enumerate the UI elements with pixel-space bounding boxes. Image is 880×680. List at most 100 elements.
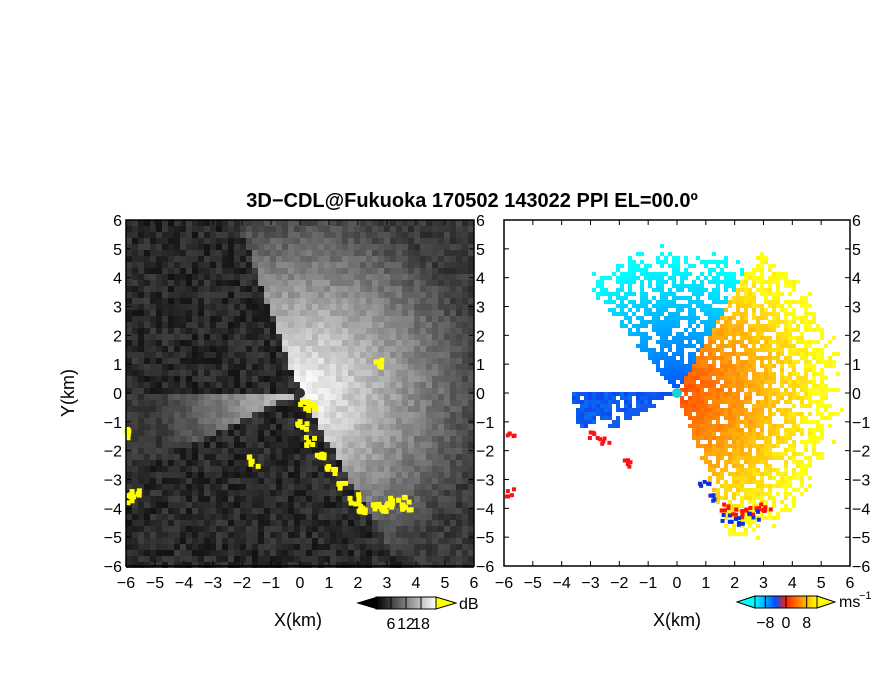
snr-cell xyxy=(294,400,300,406)
snr-cell xyxy=(246,562,252,568)
snr-cell xyxy=(294,562,300,568)
snr-cell xyxy=(414,298,420,304)
doppler-cell xyxy=(576,412,580,416)
doppler-cell xyxy=(744,516,748,520)
snr-cell xyxy=(270,220,276,226)
doppler-cell xyxy=(700,432,704,436)
snr-cell xyxy=(126,556,132,562)
doppler-cell xyxy=(692,280,696,284)
snr-cell xyxy=(216,532,222,538)
doppler-cell xyxy=(716,464,720,468)
snr-cell xyxy=(456,424,462,430)
snr-cell xyxy=(414,376,420,382)
snr-cell xyxy=(192,478,198,484)
snr-cell xyxy=(396,400,402,406)
snr-cell xyxy=(342,454,348,460)
snr-cell xyxy=(426,316,432,322)
doppler-cell xyxy=(660,392,664,396)
doppler-cell xyxy=(724,480,728,484)
snr-cell xyxy=(426,448,432,454)
doppler-cell xyxy=(700,456,704,460)
doppler-cell xyxy=(736,328,740,332)
snr-cell xyxy=(354,424,360,430)
snr-cell xyxy=(462,430,468,436)
snr-cell xyxy=(450,556,456,562)
doppler-cell xyxy=(752,476,756,480)
doppler-cell xyxy=(680,360,684,364)
doppler-cell xyxy=(708,436,712,440)
snr-cell xyxy=(162,526,168,532)
snr-cell xyxy=(228,442,234,448)
snr-cell xyxy=(282,532,288,538)
snr-cell xyxy=(192,412,198,418)
snr-cell xyxy=(216,490,222,496)
snr-cell xyxy=(306,436,312,442)
snr-cell xyxy=(252,340,258,346)
snr-cell xyxy=(306,460,312,466)
snr-cell xyxy=(258,466,264,472)
doppler-cell xyxy=(740,432,744,436)
snr-cell xyxy=(348,556,354,562)
snr-cell xyxy=(330,460,336,466)
snr-cell xyxy=(192,376,198,382)
snr-cell xyxy=(156,538,162,544)
snr-cell xyxy=(282,412,288,418)
snr-cell xyxy=(468,220,474,226)
snr-cell xyxy=(198,400,204,406)
doppler-cell xyxy=(600,416,604,420)
snr-cell xyxy=(300,412,306,418)
doppler-cell xyxy=(604,392,608,396)
snr-cell xyxy=(192,304,198,310)
snr-cell xyxy=(198,562,204,568)
doppler-cell xyxy=(764,312,768,316)
snr-cell xyxy=(276,490,282,496)
snr-cell xyxy=(336,352,342,358)
doppler-cell xyxy=(640,252,644,256)
doppler-cell xyxy=(716,284,720,288)
snr-cell xyxy=(282,250,288,256)
snr-cell xyxy=(396,298,402,304)
snr-cell xyxy=(132,550,138,556)
snr-cell xyxy=(360,322,366,328)
snr-cell xyxy=(336,412,342,418)
snr-cell xyxy=(330,556,336,562)
snr-cell xyxy=(264,556,270,562)
doppler-cell xyxy=(676,312,680,316)
doppler-cell xyxy=(640,348,644,352)
snr-cell xyxy=(198,514,204,520)
snr-cell xyxy=(372,388,378,394)
snr-cell xyxy=(396,310,402,316)
doppler-cell xyxy=(664,260,668,264)
doppler-cell xyxy=(648,356,652,360)
snr-cell xyxy=(132,310,138,316)
snr-cell xyxy=(162,274,168,280)
snr-cell xyxy=(384,364,390,370)
doppler-cell xyxy=(616,416,620,420)
snr-cell xyxy=(252,280,258,286)
doppler-cell xyxy=(736,392,740,396)
snr-cell xyxy=(330,436,336,442)
snr-cell xyxy=(324,556,330,562)
snr-cell xyxy=(432,550,438,556)
doppler-cell xyxy=(732,340,736,344)
snr-cell xyxy=(444,538,450,544)
snr-cell xyxy=(324,322,330,328)
snr-cell xyxy=(330,316,336,322)
snr-cell xyxy=(312,232,318,238)
doppler-cell xyxy=(640,392,644,396)
snr-cell xyxy=(324,382,330,388)
snr-cell xyxy=(162,460,168,466)
snr-cell xyxy=(264,316,270,322)
snr-cell xyxy=(204,322,210,328)
snr-cell xyxy=(306,244,312,250)
snr-cell xyxy=(336,292,342,298)
snr-cell xyxy=(306,508,312,514)
doppler-cell xyxy=(632,392,636,396)
snr-cell xyxy=(156,436,162,442)
doppler-cell xyxy=(656,328,660,332)
snr-cell xyxy=(240,292,246,298)
doppler-cell xyxy=(640,320,644,324)
snr-cell xyxy=(156,412,162,418)
snr-cell xyxy=(402,412,408,418)
snr-cell xyxy=(432,466,438,472)
